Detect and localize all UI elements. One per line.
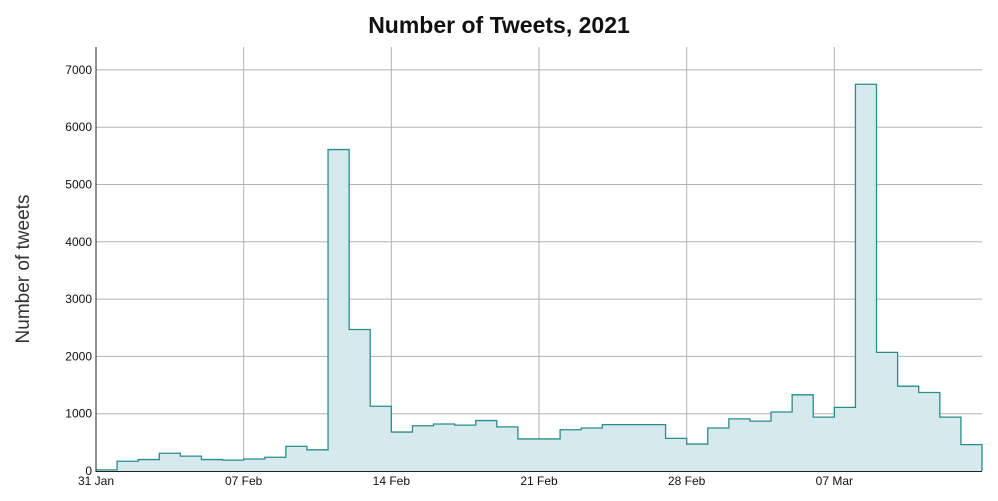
grid bbox=[96, 47, 982, 471]
x-tick-label: 14 Feb bbox=[373, 474, 411, 488]
y-tick-label: 2000 bbox=[65, 349, 92, 363]
y-tick-label: 6000 bbox=[65, 120, 92, 134]
y-tick-label: 7000 bbox=[65, 63, 92, 77]
x-tick-label: 21 Feb bbox=[520, 474, 558, 488]
y-tick-label: 3000 bbox=[65, 292, 92, 306]
area-fill bbox=[96, 84, 982, 472]
y-tick-label: 4000 bbox=[65, 235, 92, 249]
x-tick-label: 07 Mar bbox=[816, 474, 853, 488]
axes bbox=[95, 47, 982, 472]
y-tick-label: 1000 bbox=[65, 407, 92, 421]
x-tick-label: 31 Jan bbox=[78, 474, 114, 488]
x-tick-label: 07 Feb bbox=[225, 474, 263, 488]
tick-labels: 0 1000 2000 3000 4000 5000 6000 7000 31 Jan 07 Fe… bbox=[65, 63, 853, 488]
y-tick-label: 0 bbox=[85, 464, 92, 478]
chart-title: Number of Tweets, 2021 bbox=[368, 12, 630, 38]
data-area bbox=[95, 83, 983, 472]
x-tick-label: 28 Feb bbox=[668, 474, 706, 488]
step-line bbox=[95, 83, 983, 471]
y-tick-label: 5000 bbox=[65, 178, 92, 192]
